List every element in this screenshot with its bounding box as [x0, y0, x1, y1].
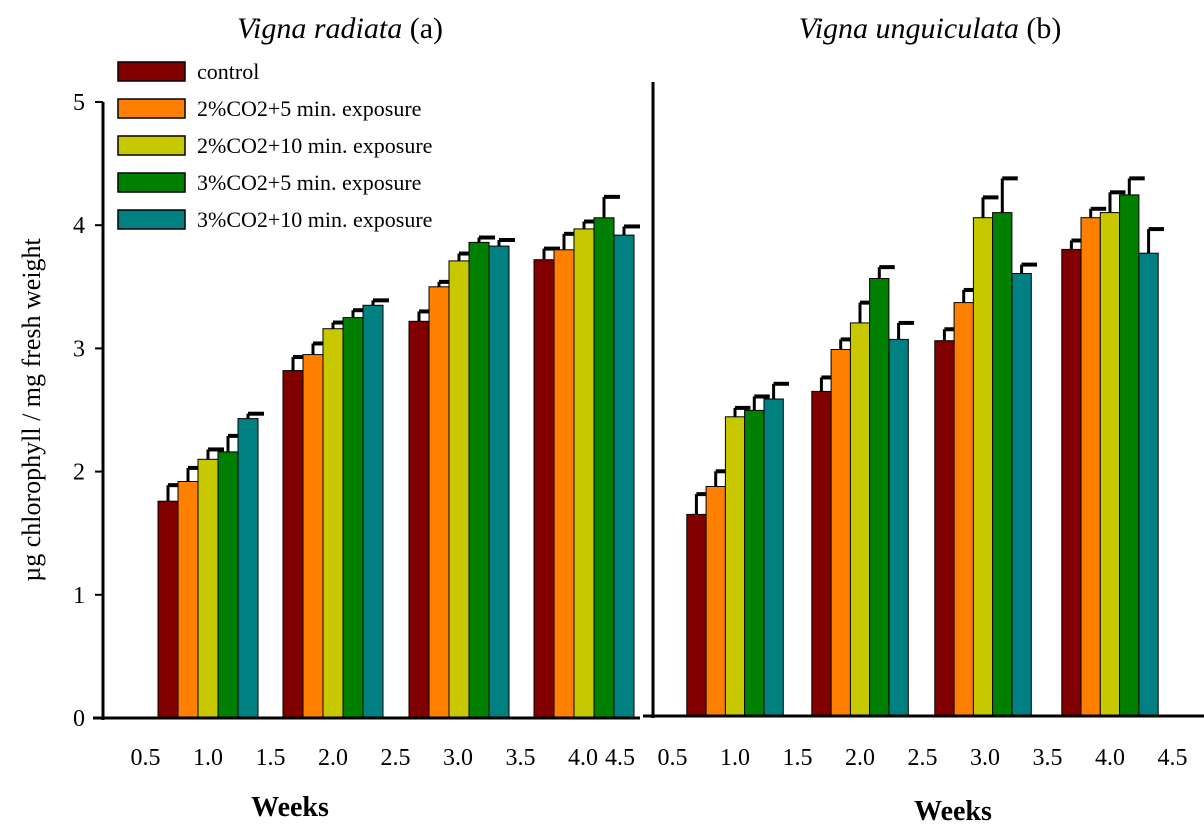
x-tick-label: 1.5 — [783, 745, 813, 771]
bar-s2-w1 — [177, 481, 199, 719]
bar-s1-w1 — [157, 500, 179, 719]
bar-s3-w3 — [448, 260, 470, 719]
chart-title-suffix: (b) — [1019, 12, 1061, 45]
bar-s4-w3 — [992, 212, 1013, 717]
y-tick-label: 4 — [73, 213, 85, 239]
bar-s5-w3 — [488, 245, 510, 719]
bar-s1-w2 — [811, 390, 832, 717]
bar-s1-w3 — [934, 340, 955, 717]
x-tick-label: 0.5 — [131, 745, 161, 771]
legend: control 2%CO2+5 min. exposure 2%CO2+10 min… — [117, 59, 432, 232]
chart-title: Vigna unguiculata (b) — [799, 12, 1062, 45]
x-tick-label: 2.5 — [908, 745, 938, 771]
x-axis-label: Weeks — [914, 796, 992, 823]
bar-s2-w4 — [1080, 217, 1101, 717]
bar-s4-w4 — [1119, 194, 1140, 717]
bar-s5-w1 — [237, 418, 259, 719]
chart-title-species: Vigna unguiculata — [799, 12, 1019, 45]
legend-label-s2: 2%CO2+5 min. exposure — [197, 96, 421, 121]
bar-s3-w2 — [849, 322, 871, 717]
bar-s5-w3 — [1011, 273, 1032, 717]
x-tick-label: 4.5 — [605, 745, 635, 771]
bar-s5-w4 — [613, 234, 635, 719]
bar-s4-w1 — [744, 409, 765, 717]
bar-s5-w4 — [1138, 252, 1159, 717]
bar-s3-w4 — [573, 228, 595, 719]
chart-title-suffix: (a) — [402, 12, 443, 45]
bar-s2-w2 — [302, 354, 324, 719]
y-tick-label: 1 — [73, 583, 85, 609]
legend-swatch-s3 — [117, 135, 186, 156]
bar-s1-w4 — [533, 259, 555, 719]
bar-s1-w1 — [686, 513, 707, 717]
chart-panel-a: Vigna radiata (a) 0 1 2 3 4 5 0.5 1.0 1.5 2.0 2.5 3.… — [17, 12, 640, 823]
y-axis-label: µg chlorophyll / mg fresh weight — [17, 237, 46, 581]
bar-s3-w1 — [724, 416, 746, 717]
x-tick-label: 4.0 — [1095, 745, 1125, 771]
bar-s3-w3 — [972, 217, 994, 717]
bar-s3-w2 — [322, 328, 344, 719]
x-tick-label: 3.0 — [970, 745, 1000, 771]
legend-label-s3: 2%CO2+10 min. exposure — [197, 133, 432, 158]
y-tick-label: 5 — [73, 90, 85, 116]
x-tick-label: 2.5 — [381, 745, 411, 771]
chart-title: Vigna radiata (a) — [237, 12, 443, 45]
bar-s4-w3 — [468, 241, 490, 719]
bar-s2-w2 — [830, 349, 851, 717]
legend-label-s4: 3%CO2+5 min. exposure — [197, 170, 421, 195]
bar-s1-w3 — [408, 320, 430, 719]
legend-swatch-s5 — [117, 209, 186, 230]
bar-s2-w4 — [553, 249, 575, 719]
x-axis-label: Weeks — [251, 792, 329, 823]
bar-s5-w2 — [888, 338, 909, 717]
x-tick-label: 1.0 — [193, 745, 223, 771]
bar-s3-w4 — [1099, 212, 1121, 717]
bar-s4-w2 — [869, 278, 890, 717]
chart-title-species: Vigna radiata — [237, 12, 402, 45]
bar-s5-w2 — [362, 304, 384, 719]
bar-s2-w3 — [428, 286, 450, 719]
y-tick-label: 0 — [73, 706, 85, 732]
x-tick-label: 1.5 — [256, 745, 286, 771]
chart-panel-b: Vigna unguiculata (b) 0.5 1.0 1.5 2.0 2.5 3.0 3… — [643, 12, 1204, 827]
legend-label-s1: control — [197, 59, 259, 84]
bar-s4-w4 — [593, 217, 615, 719]
x-tick-label: 4.5 — [1158, 745, 1188, 771]
legend-swatch-s4 — [117, 172, 186, 193]
x-tick-label: 3.0 — [443, 745, 473, 771]
x-tick-label: 2.0 — [845, 745, 875, 771]
legend-swatch-s2 — [117, 98, 186, 119]
bar-s5-w1 — [763, 398, 784, 717]
y-tick-label: 2 — [73, 460, 85, 486]
bar-s1-w2 — [282, 370, 304, 719]
x-tick-label: 1.0 — [720, 745, 750, 771]
y-tick-label: 3 — [73, 336, 85, 362]
bar-s2-w1 — [705, 486, 726, 717]
x-tick-label: 2.0 — [318, 745, 348, 771]
x-tick-label: 4.0 — [568, 745, 598, 771]
x-tick-label: 3.5 — [506, 745, 536, 771]
bar-s4-w1 — [217, 451, 239, 719]
bar-s4-w2 — [342, 317, 364, 719]
bar-s1-w4 — [1061, 248, 1082, 717]
legend-swatch-s1 — [117, 61, 186, 82]
bar-s2-w3 — [953, 302, 974, 717]
legend-label-s5: 3%CO2+10 min. exposure — [197, 207, 432, 232]
x-tick-label: 0.5 — [658, 745, 688, 771]
bar-s3-w1 — [197, 458, 219, 719]
x-tick-label: 3.5 — [1033, 745, 1063, 771]
